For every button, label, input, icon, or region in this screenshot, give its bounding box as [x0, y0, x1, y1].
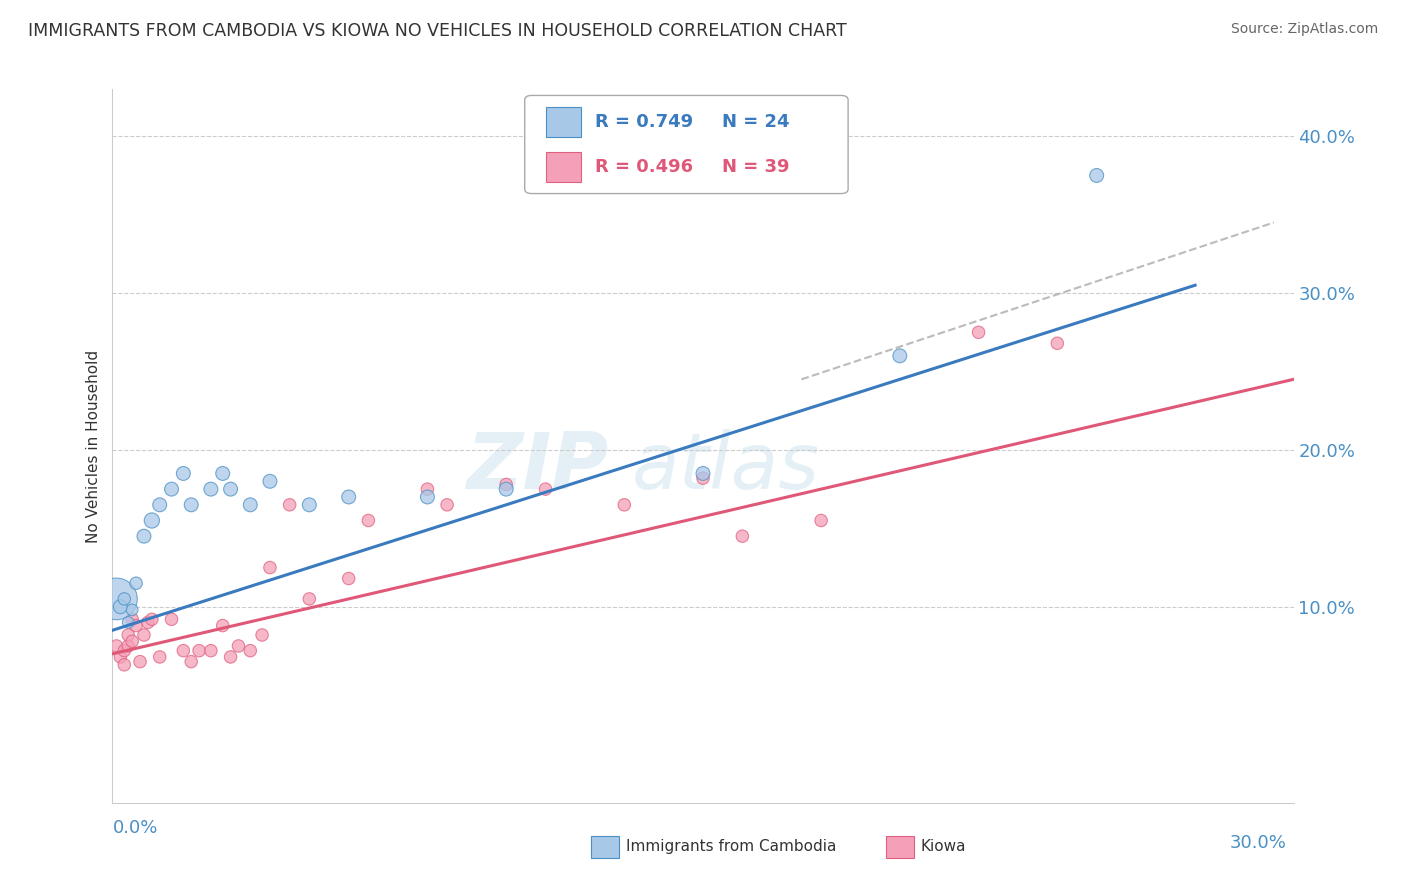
Point [692, 467, 714, 481]
Point [125, 576, 148, 591]
Point [105, 639, 128, 653]
Point [132, 628, 155, 642]
Point [416, 482, 439, 496]
Point [239, 643, 262, 657]
Text: R = 0.496: R = 0.496 [595, 158, 693, 176]
Point [967, 326, 990, 340]
Point [141, 514, 163, 528]
Point [211, 618, 233, 632]
Point [136, 615, 159, 630]
Text: N = 39: N = 39 [721, 158, 789, 176]
Text: Source: ZipAtlas.com: Source: ZipAtlas.com [1230, 22, 1378, 37]
Point [117, 639, 139, 653]
Point [228, 639, 250, 653]
Point [172, 467, 194, 481]
Point [416, 490, 439, 504]
Point [337, 490, 360, 504]
Y-axis label: No Vehicles in Household: No Vehicles in Household [86, 350, 101, 542]
Point [436, 498, 458, 512]
Point [132, 529, 155, 543]
Point [495, 482, 517, 496]
Text: 30.0%: 30.0% [1230, 834, 1286, 852]
Point [298, 498, 321, 512]
Point [1046, 336, 1069, 351]
Point [149, 498, 172, 512]
Text: ZIP: ZIP [467, 429, 609, 506]
Text: 0.0%: 0.0% [112, 819, 157, 838]
Point [259, 560, 281, 574]
Point [105, 591, 128, 606]
Text: R = 0.749: R = 0.749 [595, 113, 693, 131]
Point [180, 498, 202, 512]
Text: Immigrants from Cambodia: Immigrants from Cambodia [626, 839, 837, 854]
Point [298, 591, 321, 606]
Point [219, 649, 242, 664]
Point [357, 514, 380, 528]
Text: Kiowa: Kiowa [921, 839, 966, 854]
Point [239, 498, 262, 512]
Point [149, 649, 172, 664]
Point [731, 529, 754, 543]
Point [810, 514, 832, 528]
Point [278, 498, 301, 512]
Point [110, 599, 132, 614]
Point [117, 615, 139, 630]
Point [259, 475, 281, 489]
Point [337, 572, 360, 586]
Text: N = 24: N = 24 [721, 113, 789, 131]
Point [172, 643, 194, 657]
Point [200, 643, 222, 657]
Text: IMMIGRANTS FROM CAMBODIA VS KIOWA NO VEHICLES IN HOUSEHOLD CORRELATION CHART: IMMIGRANTS FROM CAMBODIA VS KIOWA NO VEH… [28, 22, 846, 40]
Point [534, 482, 557, 496]
Point [125, 618, 148, 632]
Point [180, 655, 202, 669]
Point [889, 349, 911, 363]
Point [160, 482, 183, 496]
Point [112, 643, 135, 657]
Point [110, 649, 132, 664]
Point [160, 612, 183, 626]
Point [121, 603, 143, 617]
Point [200, 482, 222, 496]
Point [211, 467, 233, 481]
Point [188, 643, 211, 657]
Point [692, 471, 714, 485]
Text: atlas: atlas [633, 429, 820, 506]
Point [495, 477, 517, 491]
Point [112, 657, 135, 672]
Point [219, 482, 242, 496]
Point [121, 612, 143, 626]
Point [1085, 169, 1108, 183]
Point [112, 591, 135, 606]
Point [121, 634, 143, 648]
Point [250, 628, 273, 642]
Point [613, 498, 636, 512]
Point [129, 655, 152, 669]
Point [117, 628, 139, 642]
Point [141, 612, 163, 626]
